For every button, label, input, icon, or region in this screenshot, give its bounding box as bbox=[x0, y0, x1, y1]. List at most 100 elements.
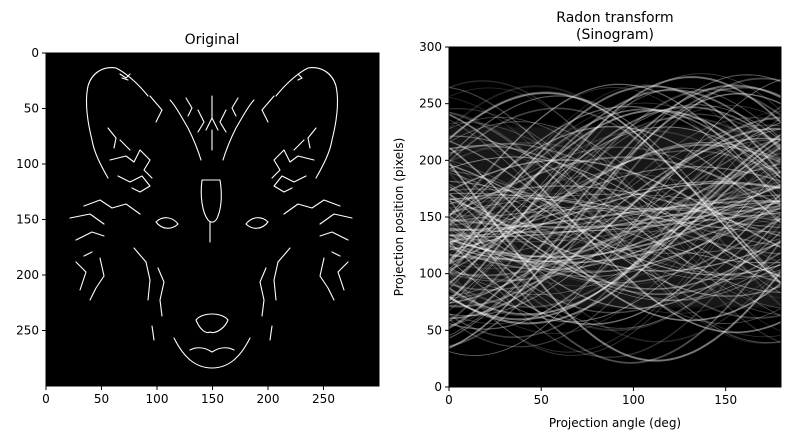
sinogram-trace bbox=[449, 180, 781, 264]
right-jaw-edge bbox=[259, 247, 291, 317]
sinogram-trace bbox=[449, 144, 781, 283]
sinogram-trace bbox=[449, 143, 781, 265]
original-y-tick-label: 250 bbox=[16, 324, 39, 338]
sinogram-trace bbox=[449, 122, 781, 330]
sinogram-trace bbox=[449, 83, 781, 217]
sinogram-trace bbox=[449, 102, 781, 245]
sinogram-trace bbox=[449, 161, 781, 295]
sinogram-trace bbox=[449, 129, 781, 248]
sinogram-y-tick-label: 0 bbox=[434, 380, 442, 394]
sinogram-trace bbox=[449, 185, 781, 237]
sinogram-y-tick-label: 250 bbox=[419, 97, 442, 111]
sinogram-trace bbox=[449, 122, 781, 309]
sinogram-trace bbox=[449, 193, 781, 325]
sinogram-trace bbox=[449, 192, 781, 233]
right-ear-inner-edge bbox=[297, 73, 303, 81]
sinogram-trace bbox=[449, 200, 781, 238]
left-cheek-edge-2 bbox=[117, 175, 151, 193]
sinogram-trace bbox=[449, 185, 781, 290]
sinogram-y-tick-label: 300 bbox=[419, 40, 442, 54]
sinogram-trace bbox=[449, 105, 781, 226]
sinogram-trace bbox=[449, 126, 781, 270]
sinogram-x-tick-label: 150 bbox=[714, 393, 737, 407]
sinogram-trace bbox=[449, 181, 781, 243]
sinogram-trace bbox=[449, 87, 781, 290]
sinogram-x-tick-label: 50 bbox=[534, 393, 549, 407]
forehead-edge-1 bbox=[169, 99, 202, 161]
sinogram-trace bbox=[449, 106, 781, 284]
sinogram-trace bbox=[449, 107, 781, 280]
sinogram-trace bbox=[449, 110, 781, 322]
sinogram-trace bbox=[449, 147, 781, 335]
sinogram-trace bbox=[449, 206, 781, 236]
sinogram-trace bbox=[449, 194, 781, 247]
sinogram-trace bbox=[449, 104, 781, 305]
sinogram-trace bbox=[449, 86, 781, 344]
sinogram-trace bbox=[449, 167, 781, 257]
sinogram-trace bbox=[449, 106, 781, 339]
original-panel: Original bbox=[16, 32, 380, 406]
sinogram-trace bbox=[449, 207, 781, 223]
sinogram-y-ticks: 0 50 100 150 200 250 300 bbox=[419, 40, 449, 394]
sinogram-trace bbox=[449, 207, 781, 273]
right-cheek-edge-2 bbox=[273, 175, 307, 193]
sinogram-trace bbox=[449, 116, 781, 308]
sinogram-trace bbox=[449, 108, 781, 247]
sinogram-y-axis-label: Projection position (pixels) bbox=[392, 138, 406, 297]
original-x-tick-label: 0 bbox=[42, 392, 50, 406]
sinogram-trace bbox=[449, 74, 781, 349]
sinogram-trace bbox=[449, 199, 781, 232]
sinogram-trace bbox=[449, 141, 781, 271]
sinogram-trace bbox=[449, 195, 781, 265]
sinogram-trace bbox=[449, 108, 781, 256]
sinogram-trace bbox=[449, 111, 781, 338]
sinogram-trace bbox=[449, 159, 781, 314]
sinogram-trace bbox=[449, 116, 781, 285]
right-cheek-edge-4 bbox=[319, 213, 353, 241]
sinogram-trace bbox=[449, 88, 781, 322]
sinogram-trace bbox=[449, 186, 781, 257]
sinogram-trace bbox=[449, 212, 781, 233]
sinogram-trace bbox=[449, 93, 781, 339]
wolf-edge-image bbox=[69, 67, 353, 369]
sinogram-trace bbox=[449, 73, 781, 312]
sinogram-trace bbox=[449, 135, 781, 293]
snout-bridge-edge bbox=[200, 179, 222, 223]
sinogram-trace bbox=[449, 85, 781, 263]
left-eye-edge bbox=[155, 217, 179, 229]
sinogram-trace bbox=[449, 185, 781, 260]
sinogram-x-tick-label: 0 bbox=[445, 393, 453, 407]
sinogram-trace bbox=[449, 185, 781, 263]
sinogram-trace bbox=[449, 184, 781, 242]
sinogram-trace bbox=[449, 92, 781, 337]
sinogram-trace bbox=[449, 116, 781, 327]
outer-right-neck-edge bbox=[337, 261, 349, 291]
sinogram-trace bbox=[449, 87, 781, 224]
sinogram-trace bbox=[449, 162, 781, 277]
sinogram-trace bbox=[449, 155, 781, 353]
sinogram-trace bbox=[449, 207, 781, 227]
sinogram-trace bbox=[449, 214, 781, 358]
sinogram-trace bbox=[449, 133, 781, 321]
sinogram-trace bbox=[449, 206, 781, 264]
original-title: Original bbox=[185, 32, 240, 48]
left-ear-outer-edge bbox=[86, 67, 149, 179]
sinogram-trace bbox=[449, 202, 781, 224]
sinogram-trace bbox=[449, 205, 781, 229]
sinogram-trace bbox=[449, 172, 781, 343]
sinogram-trace bbox=[449, 194, 781, 236]
sinogram-panel: Radon transform (Sinogram) 0 50 100 150 0 50… bbox=[392, 10, 782, 430]
left-cheek-edge-5 bbox=[107, 127, 131, 151]
sinogram-trace bbox=[449, 117, 781, 348]
sinogram-trace bbox=[449, 137, 781, 304]
sinogram-trace bbox=[449, 198, 781, 364]
sinogram-trace bbox=[449, 137, 781, 291]
sinogram-title-line-1: Radon transform bbox=[556, 10, 673, 26]
left-neck-edge bbox=[83, 251, 105, 301]
sinogram-trace bbox=[449, 215, 781, 284]
forehead-edge-5 bbox=[149, 95, 275, 123]
original-x-tick-label: 50 bbox=[94, 392, 109, 406]
sinogram-trace bbox=[449, 206, 781, 236]
sinogram-trace bbox=[449, 219, 781, 286]
sinogram-trace bbox=[449, 221, 781, 332]
